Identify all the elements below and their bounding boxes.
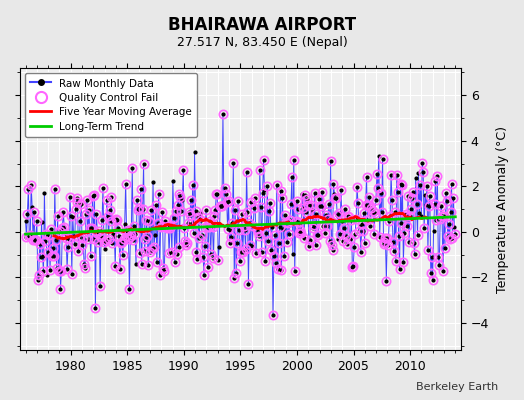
Text: Berkeley Earth: Berkeley Earth [416,382,498,392]
Text: 27.517 N, 83.450 E (Nepal): 27.517 N, 83.450 E (Nepal) [177,36,347,49]
Legend: Raw Monthly Data, Quality Control Fail, Five Year Moving Average, Long-Term Tren: Raw Monthly Data, Quality Control Fail, … [25,73,198,137]
Text: BHAIRAWA AIRPORT: BHAIRAWA AIRPORT [168,16,356,34]
Y-axis label: Temperature Anomaly (°C): Temperature Anomaly (°C) [496,126,509,292]
